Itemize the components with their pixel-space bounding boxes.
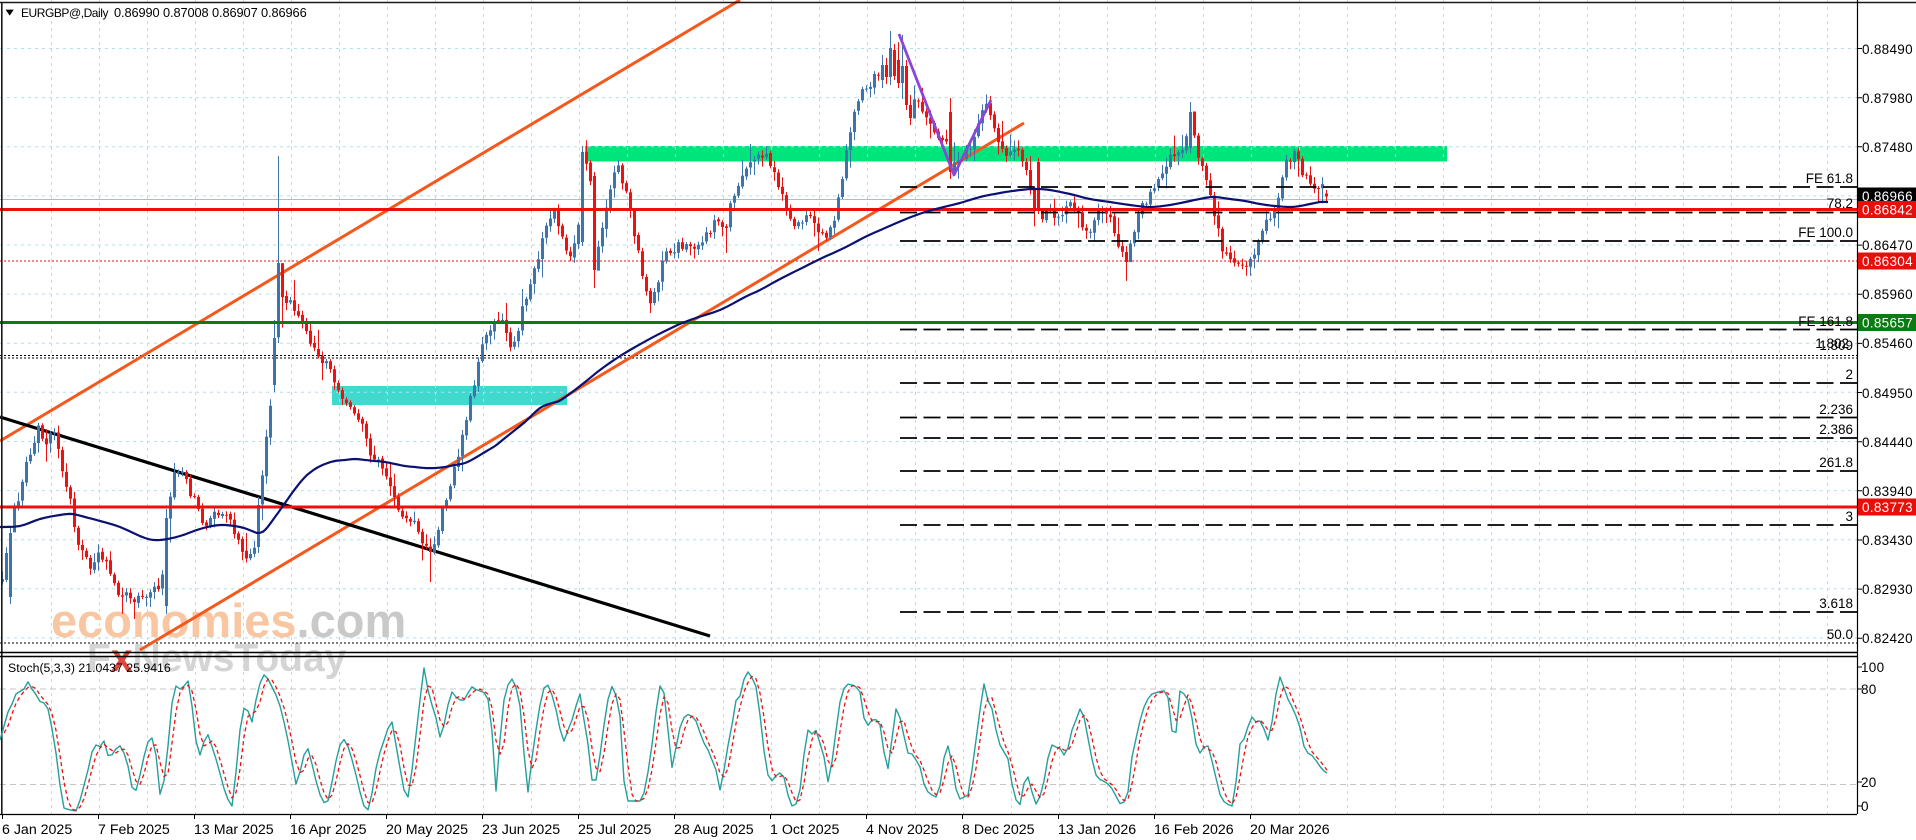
svg-text:78.2: 78.2 [1827, 196, 1853, 211]
svg-text:2.386: 2.386 [1819, 422, 1853, 437]
svg-text:FE 100.0: FE 100.0 [1798, 225, 1853, 240]
svg-text:50.0: 50.0 [1827, 627, 1853, 642]
svg-text:13 Jan 2026: 13 Jan 2026 [1058, 822, 1136, 838]
svg-text:3: 3 [1845, 509, 1853, 524]
svg-text:100: 100 [1861, 660, 1884, 675]
svg-text:EURGBP@,Daily: EURGBP@,Daily [21, 6, 108, 20]
svg-text:0.82420: 0.82420 [1862, 631, 1913, 646]
svg-text:28 Aug 2025: 28 Aug 2025 [674, 822, 754, 838]
svg-text:8 Dec 2025: 8 Dec 2025 [962, 822, 1035, 838]
svg-text:2: 2 [1845, 367, 1853, 382]
svg-text:1.809: 1.809 [1819, 338, 1853, 353]
svg-text:0.86304: 0.86304 [1862, 254, 1913, 269]
svg-text:23 Jun 2025: 23 Jun 2025 [482, 822, 560, 838]
svg-text:0.86842: 0.86842 [1862, 203, 1913, 218]
svg-text:0: 0 [1861, 799, 1869, 814]
svg-text:economies.com: economies.com [51, 594, 406, 647]
svg-text:20 Mar 2026: 20 Mar 2026 [1250, 822, 1330, 838]
svg-text:80: 80 [1861, 682, 1877, 697]
svg-text:0.86990 0.87008 0.86907 0.8696: 0.86990 0.87008 0.86907 0.86966 [114, 5, 307, 20]
svg-text:0.83940: 0.83940 [1862, 484, 1913, 499]
svg-text:FE 161.8: FE 161.8 [1798, 314, 1853, 329]
svg-text:0.88490: 0.88490 [1862, 42, 1913, 57]
svg-text:7 Feb 2025: 7 Feb 2025 [98, 822, 170, 838]
svg-text:2.236: 2.236 [1819, 402, 1853, 417]
svg-text:6 Jan 2025: 6 Jan 2025 [2, 822, 72, 838]
svg-text:3.618: 3.618 [1819, 596, 1853, 611]
svg-text:0.85657: 0.85657 [1862, 316, 1913, 331]
svg-text:0.87980: 0.87980 [1862, 91, 1913, 106]
svg-text:20: 20 [1861, 775, 1877, 790]
svg-text:0.85460: 0.85460 [1862, 336, 1913, 351]
svg-text:0.87480: 0.87480 [1862, 140, 1913, 155]
svg-text:4 Nov 2025: 4 Nov 2025 [866, 822, 939, 838]
svg-text:0.86966: 0.86966 [1862, 189, 1913, 204]
svg-text:13 Mar 2025: 13 Mar 2025 [194, 822, 274, 838]
svg-text:0.84440: 0.84440 [1862, 435, 1913, 450]
svg-text:0.86470: 0.86470 [1862, 238, 1913, 253]
svg-text:16 Apr 2025: 16 Apr 2025 [290, 822, 367, 838]
svg-text:16 Feb 2026: 16 Feb 2026 [1154, 822, 1234, 838]
svg-text:FE 61.8: FE 61.8 [1806, 171, 1853, 186]
svg-text:25 Jul 2025: 25 Jul 2025 [578, 822, 651, 838]
svg-text:Stoch(5,3,3) 21.0437 25.9416: Stoch(5,3,3) 21.0437 25.9416 [8, 661, 171, 675]
svg-text:0.83773: 0.83773 [1862, 500, 1913, 515]
svg-text:0.83430: 0.83430 [1862, 533, 1913, 548]
svg-text:1 Oct 2025: 1 Oct 2025 [770, 822, 840, 838]
svg-text:20 May 2025: 20 May 2025 [386, 822, 468, 838]
svg-text:1.802: 1.802 [1815, 336, 1849, 351]
svg-text:0.82930: 0.82930 [1862, 582, 1913, 597]
svg-text:261.8: 261.8 [1819, 455, 1853, 470]
svg-text:FxNewsToday: FxNewsToday [87, 637, 347, 680]
svg-text:0.84950: 0.84950 [1862, 386, 1913, 401]
svg-text:0.85960: 0.85960 [1862, 287, 1913, 302]
